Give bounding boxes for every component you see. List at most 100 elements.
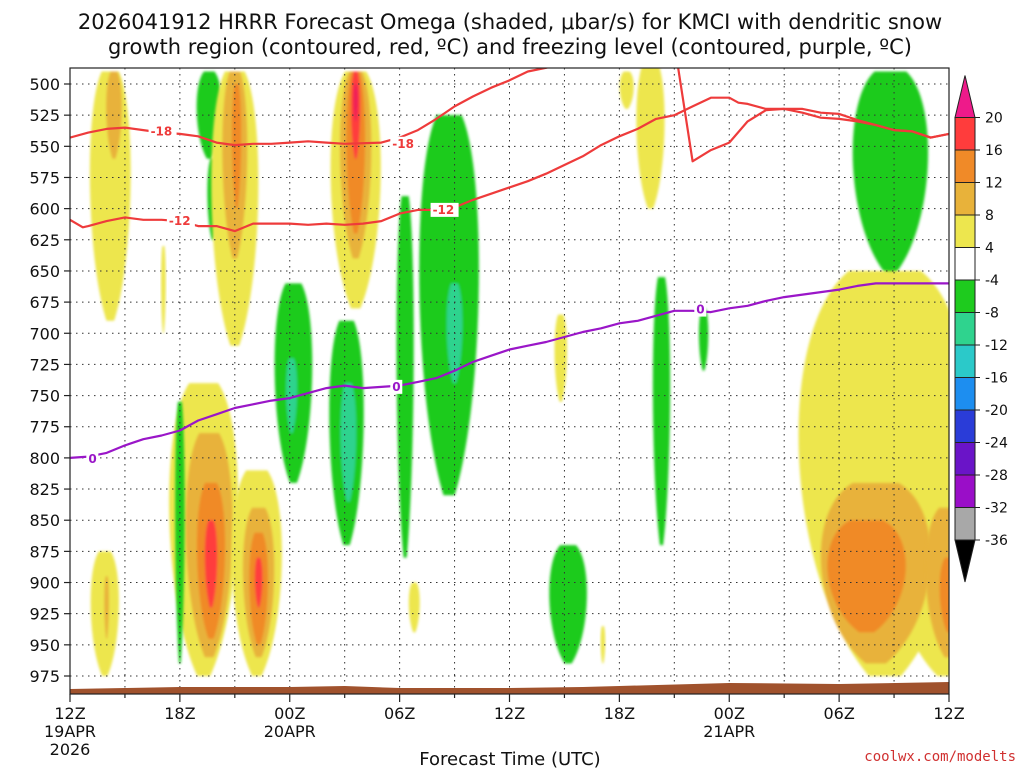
colorbar-label: -8 (985, 306, 999, 322)
x-tick-label: 06Z (823, 704, 854, 723)
omega-plume (274, 283, 313, 483)
colorbar-swatch (954, 507, 976, 541)
omega-shade-layer (89, 71, 131, 321)
colorbar-swatch (954, 377, 976, 411)
colorbar-label: -28 (985, 468, 1008, 484)
colorbar-swatch (954, 312, 976, 346)
x-tick-date: 19APR (44, 722, 96, 741)
y-tick-label: 725 (29, 355, 60, 374)
omega-shade-layer (408, 582, 420, 633)
colorbar-label: -36 (985, 533, 1008, 549)
x-tick-label: 18Z (604, 704, 635, 723)
y-tick-label: 550 (29, 137, 60, 156)
omega-plume (652, 277, 671, 546)
y-tick-label: 750 (29, 387, 60, 406)
y-tick-label: 925 (29, 605, 60, 624)
y-tick-label: 900 (29, 574, 60, 593)
contour-label-bg (166, 214, 195, 229)
x-tick-label: 12Z (494, 704, 525, 723)
contour-label-bg (148, 124, 177, 139)
omega-shade-layer (286, 358, 298, 433)
omega-shade-layer (698, 308, 709, 371)
omega-plume (330, 71, 381, 309)
y-tick-label: 700 (29, 324, 60, 343)
x-tick-label: 00Z (714, 704, 745, 723)
colorbar-swatch (954, 182, 976, 216)
omega-shade-layer (600, 626, 606, 664)
colorbar: 20 16 12 8 4 -4 -8 -12 -16 -20 -24 -28 -32 -36 (954, 75, 1008, 583)
contour-label-bg (390, 136, 419, 151)
x-tick-label: 00Z (274, 704, 305, 723)
y-tick-label: 975 (29, 667, 60, 686)
omega-shade-layer (353, 84, 358, 122)
contour-label: -12 (433, 203, 455, 217)
contour-label: 0 (392, 380, 400, 394)
x-tick-year: 2026 (50, 740, 91, 759)
contour-label: 0 (696, 303, 704, 317)
omega-shade-layer (880, 208, 900, 284)
colorbar-label: 20 (985, 111, 1003, 127)
y-tick-label: 525 (29, 106, 60, 125)
y-tick-label: 625 (29, 231, 60, 250)
colorbar-top-arrow (954, 75, 976, 118)
colorbar-label: -20 (985, 403, 1008, 419)
omega-plume (408, 582, 420, 633)
omega-plume (89, 71, 131, 321)
contour-label-bg (390, 379, 403, 394)
y-tick-label: 950 (29, 636, 60, 655)
colorbar-swatch (954, 344, 976, 378)
omega-plume (852, 71, 929, 284)
colorbar-swatch (954, 409, 976, 443)
colorbar-label: 8 (985, 208, 994, 224)
colorbar-swatch (954, 442, 976, 476)
y-tick-label: 825 (29, 480, 60, 499)
omega-shade-layer (106, 71, 122, 159)
colorbar-swatch (954, 279, 976, 313)
y-tick-label: 675 (29, 293, 60, 312)
omega-plume (698, 308, 709, 371)
colorbar-label: -24 (985, 436, 1008, 452)
omega-plume (90, 551, 119, 676)
omega-shade-layer (636, 68, 665, 209)
omega-plume (798, 270, 949, 676)
y-axis: 500 525 550 575 600 625 650 675 700 725 750 775 800 8… (29, 75, 70, 686)
source-credit: coolwx.com/modelts (864, 749, 1016, 765)
omega-shade-layer (396, 196, 414, 558)
y-tick-label: 850 (29, 511, 60, 530)
contour-freezing-level (70, 282, 949, 459)
omega-plume (161, 246, 166, 334)
omega-plume (329, 320, 364, 546)
x-tick-label: 06Z (384, 704, 415, 723)
x-tick-date: 21APR (703, 722, 755, 741)
x-tick-label: 12Z (933, 704, 964, 723)
omega-plume (175, 401, 185, 664)
omega-shade-layer (652, 277, 671, 546)
colorbar-swatch (954, 247, 976, 281)
terrain-band (70, 682, 949, 694)
chart-title-line1: 2026041912 HRRR Forecast Omega (shaded, … (78, 10, 942, 34)
contour-label-bg (86, 452, 99, 467)
y-tick-label: 500 (29, 75, 60, 94)
y-tick-label: 575 (29, 168, 60, 187)
contour-label: -18 (392, 137, 414, 151)
omega-shade-layer (619, 71, 634, 109)
omega-plume (549, 545, 587, 664)
omega-shade-layer (161, 246, 166, 334)
omega-shade-layer (340, 383, 357, 502)
colorbar-swatch (954, 117, 976, 151)
colorbar-label: -32 (985, 501, 1008, 517)
x-tick-label: 12Z (54, 704, 85, 723)
omega-shade-layer (852, 71, 929, 271)
colorbar-swatch (954, 149, 976, 183)
x-tick-label: 18Z (164, 704, 195, 723)
contour-label: 0 (88, 452, 96, 466)
y-tick-label: 875 (29, 542, 60, 561)
colorbar-label: -16 (985, 371, 1008, 387)
colorbar-label: -4 (985, 273, 999, 289)
omega-plume (231, 470, 282, 676)
omega-shade-layer (175, 401, 185, 664)
omega-plume (619, 71, 634, 109)
contour-label-bg (430, 202, 459, 217)
